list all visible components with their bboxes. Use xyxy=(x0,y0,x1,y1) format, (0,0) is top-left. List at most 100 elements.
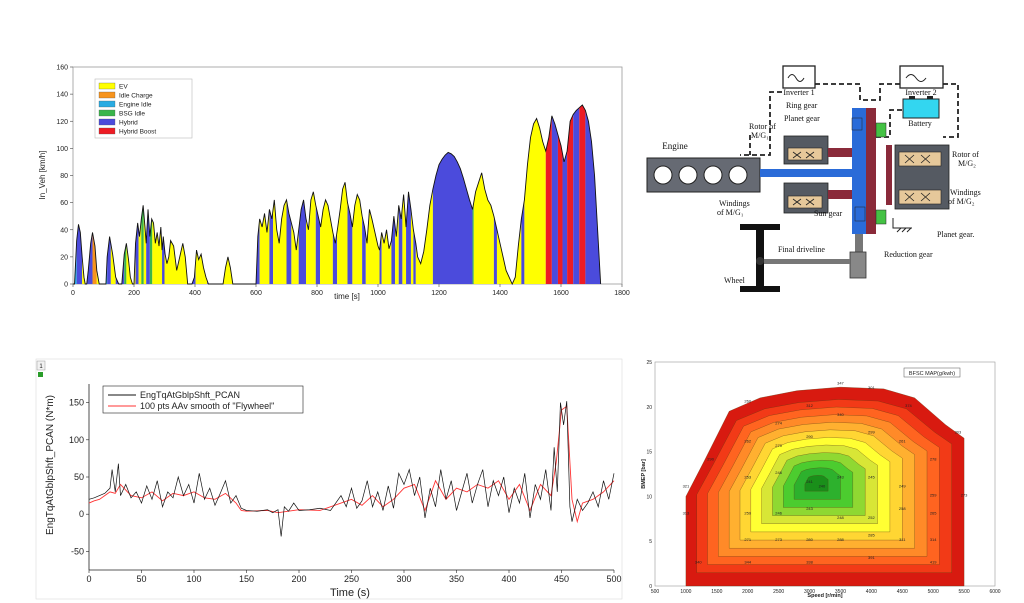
bsfc-contour-label: 258 xyxy=(899,506,906,511)
bsfc-contour-label: 246 xyxy=(775,470,782,475)
drive-cycle-speed-trace xyxy=(73,104,602,286)
planet-gear-top xyxy=(851,117,863,131)
legend-label-engine-idle: Engine Idle xyxy=(119,102,152,109)
windings-mg1-top xyxy=(787,147,823,161)
bsfc-contour-label: 338 xyxy=(806,560,813,565)
x-tick-label: 4000 xyxy=(866,589,877,595)
mode-segment-ev xyxy=(110,243,116,284)
bsfc-contour-label: 340 xyxy=(837,412,844,417)
y-tick-label: 40 xyxy=(60,227,68,234)
bsfc-contour-label: 303 xyxy=(955,430,962,435)
y-tick-label: 10 xyxy=(646,494,652,500)
planet-gear-right-top xyxy=(875,122,887,138)
drive-cycle-mode-fills xyxy=(73,104,601,285)
bsfc-contours xyxy=(685,386,965,587)
bsfc-contour-label: 261 xyxy=(899,439,906,444)
bsfc-contour-label: 314 xyxy=(930,537,937,542)
mode-segment-ev xyxy=(365,209,380,284)
mode-segment-hybrid xyxy=(315,205,321,284)
reduction-gear-label: Reduction gear xyxy=(884,250,933,259)
mode-segment-hybrid xyxy=(585,110,601,285)
y-tick-label: 15 xyxy=(646,450,652,456)
bsfc-y-ticks: 0 5 10 15 20 25 xyxy=(646,360,652,590)
torque-y-label: EngTqAtGblpShft_PCAN (N*m) xyxy=(45,395,56,535)
mode-segment-ev xyxy=(273,199,287,284)
x-tick-label: 2000 xyxy=(742,589,753,595)
mode-segment-ev xyxy=(143,212,147,284)
bsfc-title-box xyxy=(903,367,961,378)
mode-segment-hybrid xyxy=(162,236,165,284)
ground-icon xyxy=(892,218,912,233)
x-tick-label: 1500 xyxy=(711,589,722,595)
torque-legend-box xyxy=(102,385,304,414)
bsfc-contour-label: 419 xyxy=(930,560,937,565)
x-tick-label: 0 xyxy=(71,290,75,297)
mode-segment-hybrid-boost xyxy=(579,104,586,284)
x-tick-label: 1400 xyxy=(492,290,508,297)
sun-gear-shaft xyxy=(852,108,866,234)
x-tick-label: 500 xyxy=(651,589,660,595)
legend-swatch-engine-idle xyxy=(98,100,116,108)
bsfc-contour-label: 259 xyxy=(930,492,937,497)
torque-series-lines xyxy=(88,401,615,537)
bsfc-contour-label: 271 xyxy=(744,537,751,542)
y-tick-label: 60 xyxy=(60,200,68,207)
torque-legend-label-raw: EngTqAtGblpShft_PCAN xyxy=(140,390,240,400)
bsfc-y-label: BMEP [bar] xyxy=(641,459,647,489)
windings-mg1-bottom xyxy=(787,195,823,209)
mode-segment-ev xyxy=(82,256,87,284)
planet-gear-right-bottom xyxy=(875,209,887,225)
wheel-bottom-icon xyxy=(740,286,780,292)
torque-y-ticks: -50 0 50 100 150 xyxy=(69,398,89,556)
mode-segment-ev xyxy=(164,240,192,284)
y-tick-label: 100 xyxy=(69,435,84,445)
y-tick-label: 100 xyxy=(56,146,68,153)
bsfc-title: BFSC MAP(g/kwh) xyxy=(909,371,955,377)
mode-segment-ev xyxy=(496,218,522,284)
x-tick-label: 2500 xyxy=(773,589,784,595)
bsfc-contour-label: 248 xyxy=(837,515,844,520)
rotor-mg2-label-line2: M/G₂ xyxy=(958,159,976,168)
y-tick-label: 0 xyxy=(79,509,84,519)
mode-segment-bsg-idle xyxy=(472,202,474,284)
reduction-shaft xyxy=(855,234,863,252)
legend-label-bsg-idle: BSG Idle xyxy=(119,111,145,118)
raw-torque-line xyxy=(88,401,615,537)
bsfc-contour-label: 270 xyxy=(775,443,782,448)
bsfc-contour-label: 241 xyxy=(806,479,813,484)
mode-segment-ev xyxy=(195,250,208,284)
x-tick-label: 400 xyxy=(501,574,516,584)
legend-label-ev: EV xyxy=(119,84,128,91)
mode-segment-hybrid xyxy=(115,254,125,284)
x-tick-label: 150 xyxy=(239,574,254,584)
battery-label: Battery xyxy=(908,119,932,128)
legend-swatch-idle-charge xyxy=(98,91,116,99)
x-tick-label: 100 xyxy=(186,574,201,584)
windings-cross-icon xyxy=(792,151,815,206)
engine-cylinders-icon xyxy=(653,165,748,185)
y-tick-label: 150 xyxy=(69,398,84,408)
bsfc-contour-label: 252 xyxy=(868,515,875,520)
y-tick-label: -50 xyxy=(71,546,84,556)
mode-segment-ev xyxy=(395,205,399,284)
mode-segment-hybrid-boost xyxy=(567,114,574,284)
bsfc-contour-label: 246 xyxy=(775,510,782,515)
electrical-wiring xyxy=(740,83,959,156)
inverter-1-box xyxy=(782,65,816,89)
x-tick-label: 50 xyxy=(136,574,146,584)
bsfc-contour-label: 290 xyxy=(806,434,813,439)
mode-segment-bsg-idle xyxy=(149,218,153,284)
x-tick-label: 250 xyxy=(344,574,359,584)
bsfc-contour-band xyxy=(804,475,829,492)
mode-segment-hybrid xyxy=(413,229,416,284)
bsfc-x-ticks: 500 1000 1500 2000 2500 3000 3500 4000 4500 5000 5… xyxy=(651,589,1001,595)
legend-swatch-hybrid xyxy=(98,118,116,126)
x-tick-label: 500 xyxy=(606,574,621,584)
bsfc-contour-label: 288 xyxy=(837,537,844,542)
torque-corner-badge-text: 1 xyxy=(39,364,43,370)
x-tick-label: 600 xyxy=(250,290,262,297)
engine-label: Engine xyxy=(662,141,688,151)
bsfc-x-label: Speed [r/min] xyxy=(807,593,842,599)
y-tick-label: 25 xyxy=(646,360,652,366)
